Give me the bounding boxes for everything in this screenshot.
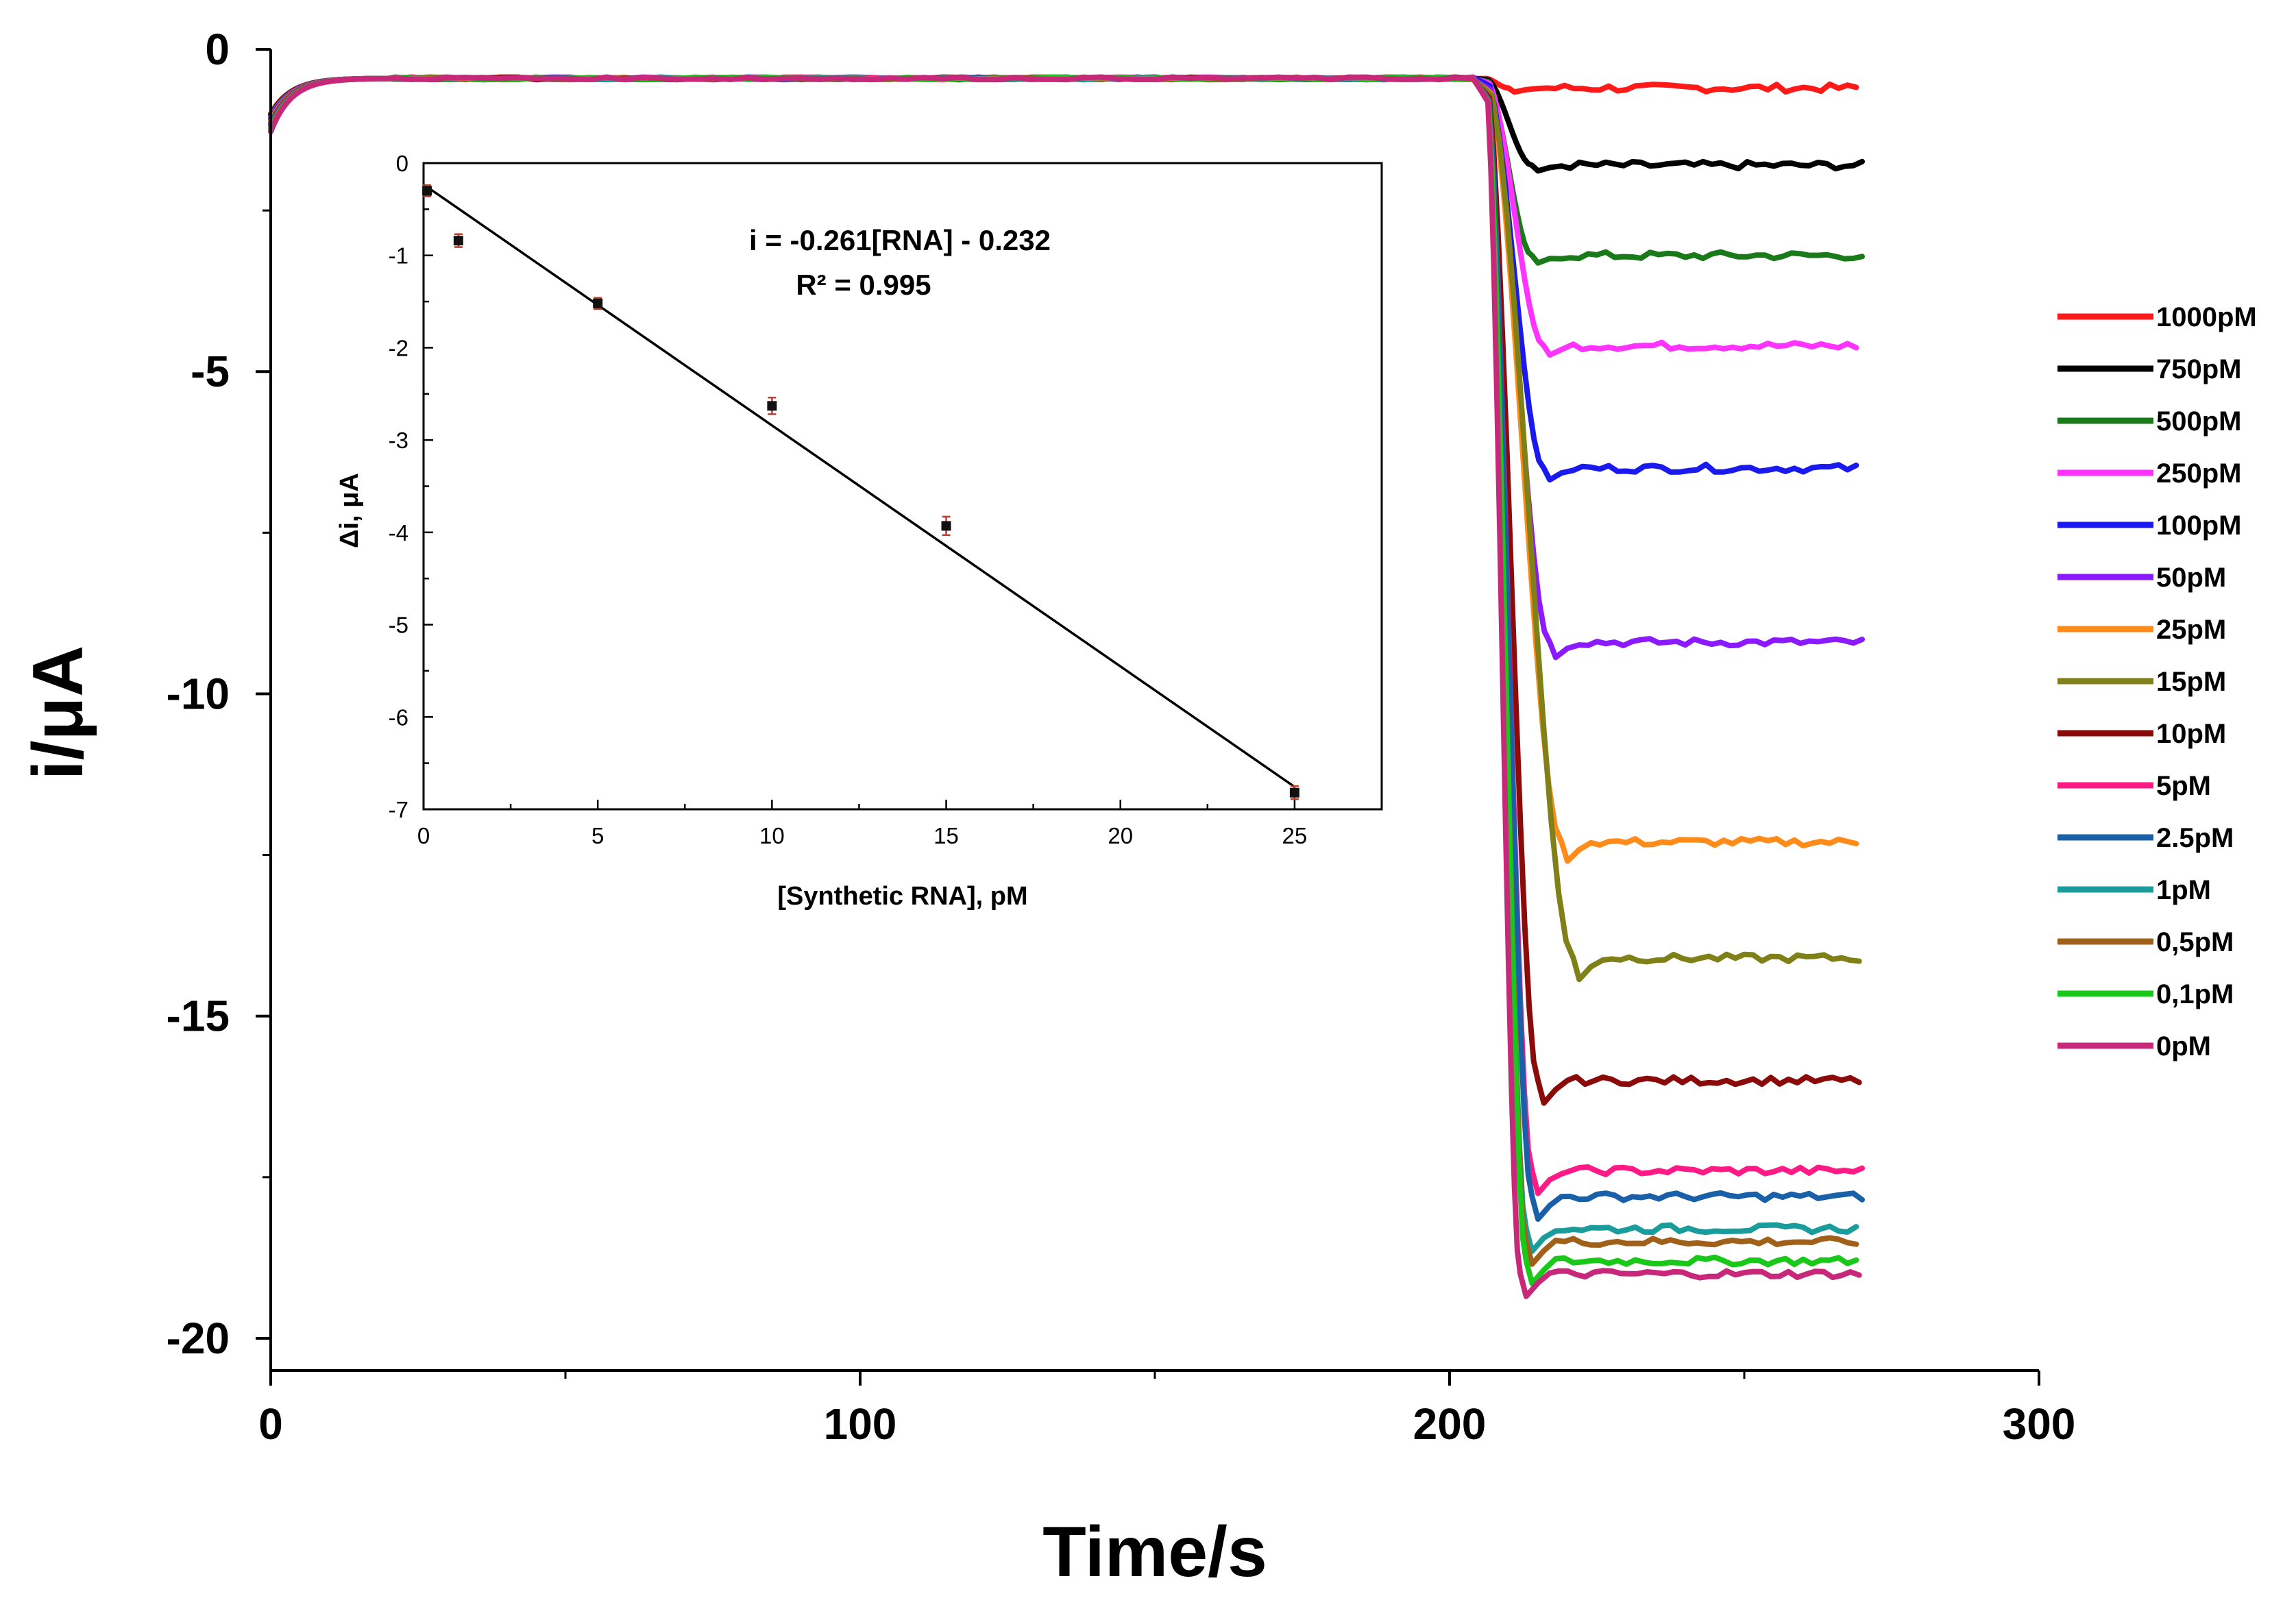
main-traces: [268, 74, 1865, 1299]
main-y-tick-label: -5: [191, 347, 230, 396]
trace-0pM: [268, 74, 1862, 1299]
inset-y-tick-label: -6: [389, 704, 408, 730]
inset-x-axis-title: [Synthetic RNA], pM: [777, 882, 1027, 911]
legend-label: 1000pM: [2156, 302, 2257, 332]
inset-x-tick-label: 25: [1282, 823, 1308, 848]
legend-label: 50pM: [2156, 563, 2226, 593]
legend-label: 1pM: [2156, 875, 2211, 905]
inset-calibration-plot: 0 5 10 15 20 25 0 -1 -2 -3 -4 -5 -6 -7 i = -0.261[RNA…: [335, 151, 1383, 911]
main-ticks: [256, 48, 2040, 1386]
inset-x-tick-label: 10: [759, 823, 785, 848]
main-y-tick-label: -15: [167, 992, 230, 1041]
inset-y-tick-label: -2: [389, 335, 408, 360]
legend-label: 750pM: [2156, 354, 2242, 384]
inset-y-tick-label: -5: [389, 613, 408, 638]
legend-label: 250pM: [2156, 458, 2242, 489]
trace-1000pM: [268, 74, 1859, 116]
main-y-tick-label: 0: [205, 25, 230, 74]
main-x-tick-label: 0: [258, 1399, 283, 1449]
inset-data-point: [422, 186, 432, 196]
legend-label: 5pM: [2156, 771, 2211, 801]
inset-points: [422, 184, 1299, 800]
inset-r-squared: R² = 0.995: [796, 269, 931, 301]
legend-label: 500pM: [2156, 406, 2242, 437]
inset-data-point: [593, 298, 603, 308]
inset-ticks: [422, 162, 1296, 811]
legend-label: 10pM: [2156, 719, 2226, 749]
inset-data-point: [941, 521, 951, 531]
inset-data-point: [1289, 787, 1299, 798]
main-x-tick-label: 300: [2003, 1399, 2076, 1449]
legend-label: 2.5pM: [2156, 823, 2234, 853]
inset-frame: [422, 162, 1383, 811]
inset-y-axis-title: Δi, μA: [335, 473, 364, 548]
inset-x-tick-label: 15: [933, 823, 959, 848]
main-x-axis-title: Time/s: [1042, 1512, 1267, 1592]
inset-tick-labels: 0 5 10 15 20 25 0 -1 -2 -3 -4 -5 -6 -7: [389, 151, 1308, 848]
main-y-tick-label: -20: [167, 1314, 230, 1363]
legend-label: 15pM: [2156, 667, 2226, 697]
main-x-tick-label: 100: [824, 1399, 897, 1449]
inset-y-tick-label: -7: [389, 797, 408, 822]
inset-data-point: [453, 236, 463, 246]
inset-x-tick-label: 0: [417, 823, 430, 848]
legend-label: 0,5pM: [2156, 927, 2234, 957]
legend-label: 0,1pM: [2156, 979, 2234, 1009]
legend-label: 0pM: [2156, 1031, 2211, 1061]
inset-fit-line: [423, 183, 1295, 788]
inset-x-tick-label: 20: [1108, 823, 1133, 848]
inset-y-tick-label: -4: [389, 520, 408, 545]
inset-equation: i = -0.261[RNA] - 0.232: [749, 224, 1051, 256]
legend-label: 100pM: [2156, 511, 2242, 541]
legend: 1000pM 750pM 500pM 250pM 100pM 50pM 25pM 15pM 10…: [2057, 302, 2257, 1061]
inset-x-tick-label: 5: [591, 823, 604, 848]
inset-data-point: [767, 401, 777, 411]
main-x-tick-label: 200: [1413, 1399, 1487, 1449]
inset-y-tick-label: -3: [389, 428, 408, 453]
inset-y-tick-label: -1: [389, 243, 408, 269]
legend-label: 25pM: [2156, 615, 2226, 645]
inset-y-tick-label: 0: [396, 151, 408, 176]
main-y-tick-label: -10: [167, 669, 230, 718]
main-y-axis-title: i/μA: [19, 646, 98, 781]
